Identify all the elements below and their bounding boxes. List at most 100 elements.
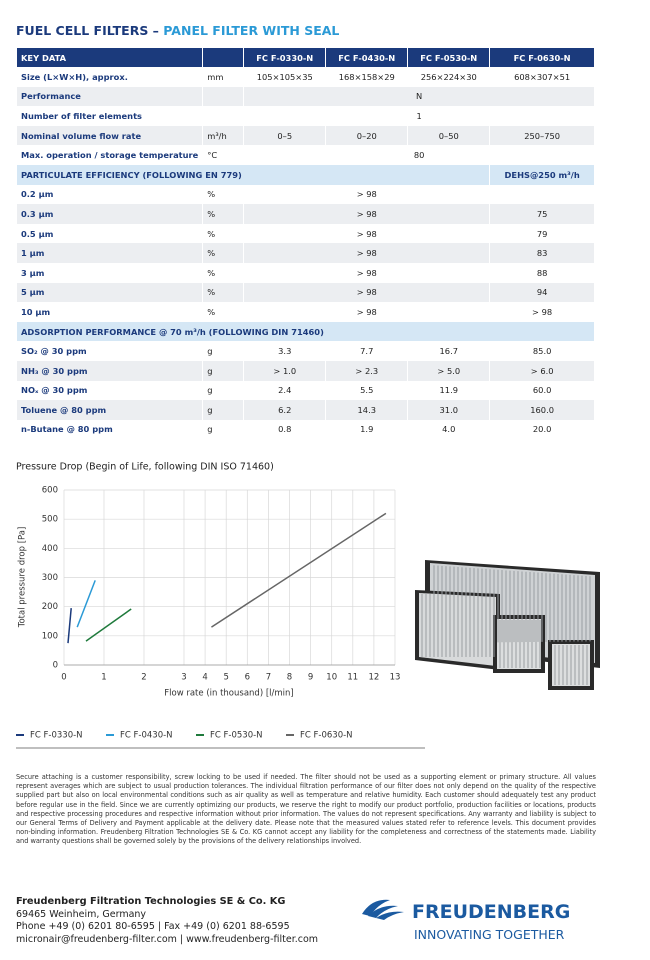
table-cell: 105×105×35	[256, 71, 313, 82]
table-cell	[490, 185, 594, 205]
series-line	[67, 608, 72, 644]
table-cell: %	[203, 204, 244, 224]
table-cell: 0.8	[278, 424, 292, 435]
table-cell: 608×307×51	[514, 71, 571, 82]
table-cell: 20.0	[532, 424, 552, 435]
page-title: FUEL CELL FILTERS – PANEL FILTER WITH SE…	[16, 23, 340, 38]
slogan: INNOVATING TOGETHER	[414, 927, 565, 942]
x-tick-label: 3	[181, 673, 186, 683]
legend-label: FC F-0430-N	[120, 731, 173, 741]
table-cell: > 1.0	[244, 360, 326, 381]
x-tick-label: 7	[266, 673, 271, 683]
table-cell: 83	[490, 243, 594, 263]
table-cell: 16.7	[439, 346, 458, 357]
table-row: Max. operation / storage temperature °C 80	[17, 145, 594, 165]
x-tick-label: 0	[61, 673, 66, 683]
table-cell: 160.0	[490, 400, 594, 420]
table-cell: KEY DATA	[17, 48, 203, 67]
table-cell: FC F-0330-N	[244, 48, 326, 67]
table-row: Nominal volume flow rate m³/h 0–5 0–20 0–50 2…	[17, 125, 594, 146]
table-cell: g	[203, 360, 244, 381]
table-cell: 0–5	[244, 125, 326, 146]
table-cell: > 5.0	[408, 360, 490, 381]
table-cell: 2.4	[278, 385, 292, 396]
table-cell: 3 µm	[21, 267, 45, 278]
table-cell: ADSORPTION PERFORMANCE @ 70 m³/h (FOLLOW…	[17, 321, 594, 342]
table-row: Toluene @ 80 ppm g 6.2 14.3 31.0 160.0	[17, 400, 594, 420]
table-cell	[203, 86, 244, 107]
table-cell: mm	[207, 71, 224, 82]
table-cell: Toluene @ 80 ppm	[17, 400, 203, 420]
table-row: 5 µm% > 98 94	[17, 282, 594, 303]
address: 69465 Weinheim, Germany	[16, 908, 147, 920]
table-cell: 0.5 µm	[21, 228, 54, 239]
legend-label: FC F-0630-N	[300, 731, 353, 741]
title: FUEL CELL FILTERS	[16, 23, 149, 38]
table-cell: FC F-0530-N	[408, 48, 490, 67]
table-cell: FC F-0630-N	[490, 48, 594, 67]
table-cell: > 98	[244, 282, 490, 303]
table-row: 3 µm% > 98 88	[17, 263, 594, 283]
table-cell: 94	[490, 282, 594, 303]
table-cell	[203, 48, 244, 67]
table-cell: > 98	[532, 306, 553, 317]
table-cell: 1 µm	[17, 243, 203, 263]
table-row: Performance N	[17, 86, 594, 107]
contact: micronair@freudenberg-filter.com | www.f…	[16, 933, 319, 945]
x-tick-label: 8	[287, 673, 292, 683]
table-row: 1 µm% > 98 83	[17, 243, 594, 263]
table-cell: NH₃ @ 30 ppm	[17, 360, 203, 381]
table-cell: 60.0	[532, 385, 552, 396]
y-tick-label: 200	[42, 602, 58, 612]
table-cell: 0.2 µm	[21, 189, 54, 200]
table-cell: %	[203, 243, 244, 263]
table-row: 0.3 µm% > 98 75	[17, 204, 594, 224]
subtitle: PANEL FILTER WITH SEAL	[163, 23, 340, 38]
table-row: Number of filter elements 1	[17, 106, 594, 126]
table-cell	[203, 106, 243, 126]
table-cell: > 2.3	[326, 360, 408, 381]
table-cell: %	[207, 189, 216, 200]
series-line	[85, 608, 132, 642]
table-cell: 79	[536, 228, 548, 239]
brand: FREUDENBERG	[412, 901, 570, 923]
x-tick-label: 10	[326, 673, 337, 683]
table-cell: 250–750	[490, 125, 594, 146]
table-cell: 256×224×30	[420, 71, 477, 82]
table-cell: 6.2	[244, 400, 326, 420]
table-cell: 88	[536, 267, 548, 278]
table-row: 0.5 µm% > 98 79	[17, 224, 594, 244]
y-tick-label: 100	[42, 631, 58, 641]
table-row: 10 µm% > 98 > 98	[17, 302, 594, 322]
table-cell: 1	[416, 110, 422, 121]
table-row: PARTICULATE EFFICIENCY (FOLLOWING EN 779…	[17, 164, 594, 185]
logo-mark	[362, 899, 404, 920]
table-cell: 11.9	[439, 385, 458, 396]
table-cell: 168×158×29	[338, 71, 395, 82]
x-axis-label: Flow rate (in thousand) [l/min]	[164, 689, 293, 699]
table-cell: 5 µm	[17, 282, 203, 303]
x-tick-label: 12	[368, 673, 379, 683]
footer-address: Freudenberg Filtration Technologies SE &…	[16, 896, 318, 946]
table-cell: 85.0	[532, 346, 552, 357]
table-cell: 80	[413, 150, 425, 161]
table-cell: Nominal volume flow rate	[17, 125, 203, 146]
logo: FREUDENBERG INNOVATING TOGETHER	[362, 899, 570, 942]
table-cell: Size (L×W×H), approx.	[21, 71, 128, 82]
legend-label: FC F-0530-N	[210, 731, 263, 741]
y-tick-label: 300	[42, 573, 58, 583]
table-cell: n-Butane @ 80 ppm	[21, 424, 113, 435]
x-tick-label: 2	[141, 673, 146, 683]
table-cell: > 98	[356, 306, 377, 317]
table-cell: g	[207, 346, 213, 357]
legend-label: FC F-0330-N	[30, 731, 83, 741]
company: Freudenberg Filtration Technologies SE &…	[16, 896, 286, 907]
table-cell: SO₂ @ 30 ppm	[21, 346, 87, 357]
table-cell: m³/h	[203, 125, 244, 146]
table-cell: Number of filter elements	[21, 110, 142, 121]
table-cell: Max. operation / storage temperature	[21, 150, 199, 161]
y-tick-label: 600	[42, 486, 58, 496]
table-row: Size (L×W×H), approx. mm 105×105×35 168×158…	[17, 67, 594, 87]
table-cell: 4.0	[442, 424, 456, 435]
table-cell: 0–50	[408, 125, 490, 146]
